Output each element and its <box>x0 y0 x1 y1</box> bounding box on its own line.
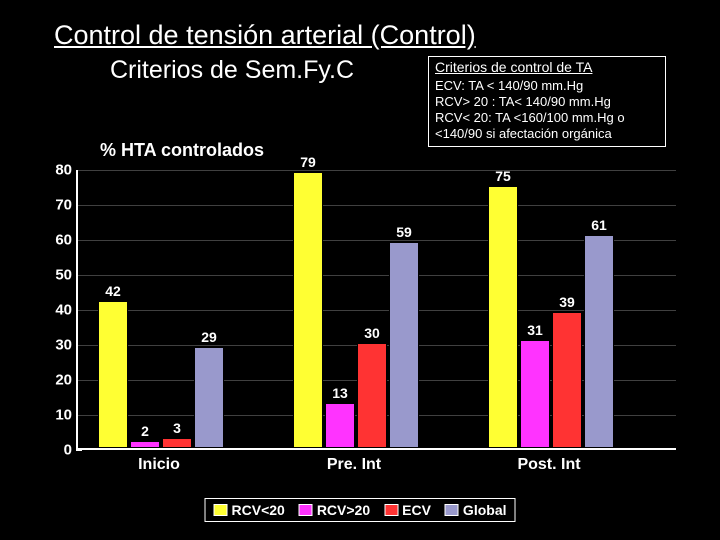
bar-RCV>20 <box>130 441 160 448</box>
legend-swatch <box>299 504 313 516</box>
bar-Global <box>584 235 614 449</box>
bar-Global <box>389 242 419 449</box>
bar-value: 2 <box>141 423 149 439</box>
y-axis: 01020304050607080 <box>36 170 76 450</box>
y-tick: 70 <box>55 197 72 214</box>
legend-label: ECV <box>402 502 431 518</box>
bar-value: 75 <box>495 168 511 184</box>
bar-ECV <box>162 438 192 449</box>
y-tick: 40 <box>55 302 72 319</box>
bar-RCV<20 <box>98 301 128 448</box>
bar-value: 31 <box>527 322 543 338</box>
chart: 01020304050607080 4223297913305975313961… <box>36 170 676 488</box>
legend-item: RCV>20 <box>299 502 370 518</box>
bar-value: 3 <box>173 420 181 436</box>
bar-value: 79 <box>300 154 316 170</box>
legend-label: RCV<20 <box>232 502 285 518</box>
x-label: Inicio <box>96 456 222 474</box>
legend-label: Global <box>463 502 507 518</box>
criteria-line: ECV: TA < 140/90 mm.Hg <box>435 78 659 94</box>
legend-item: ECV <box>384 502 431 518</box>
criteria-title: Criterios de control de TA <box>435 59 659 77</box>
bar-RCV<20 <box>488 186 518 449</box>
bar-Global <box>194 347 224 449</box>
criteria-box: Criterios de control de TA ECV: TA < 140… <box>428 56 666 147</box>
bar-value: 30 <box>364 325 380 341</box>
page-subtitle: Criterios de Sem.Fy.C <box>110 56 354 85</box>
bar-value: 13 <box>332 385 348 401</box>
page-title: Control de tensión arterial (Control) <box>54 20 476 51</box>
criteria-line: RCV> 20 : TA< 140/90 mm.Hg <box>435 94 659 110</box>
criteria-line: RCV< 20: TA <160/100 mm.Hg o <140/90 si … <box>435 110 659 143</box>
legend-swatch <box>214 504 228 516</box>
bar-RCV<20 <box>293 172 323 449</box>
y-tick: 30 <box>55 337 72 354</box>
y-tick: 10 <box>55 407 72 424</box>
legend: RCV<20 RCV>20 ECV Global <box>205 498 516 522</box>
x-label: Post. Int <box>486 456 612 474</box>
legend-item: RCV<20 <box>214 502 285 518</box>
y-tick: 60 <box>55 232 72 249</box>
bar-value: 29 <box>201 329 217 345</box>
plot-area: 4223297913305975313961 <box>76 170 676 450</box>
y-tick: 50 <box>55 267 72 284</box>
legend-swatch <box>384 504 398 516</box>
chart-title: % HTA controlados <box>100 140 264 161</box>
bar-value: 39 <box>559 294 575 310</box>
x-label: Pre. Int <box>291 456 417 474</box>
y-tick: 80 <box>55 162 72 179</box>
legend-label: RCV>20 <box>317 502 370 518</box>
y-tick: 20 <box>55 372 72 389</box>
y-tick: 0 <box>64 442 72 459</box>
bar-value: 42 <box>105 283 121 299</box>
legend-item: Global <box>445 502 507 518</box>
bar-ECV <box>552 312 582 449</box>
bar-RCV>20 <box>520 340 550 449</box>
bar-ECV <box>357 343 387 448</box>
legend-swatch <box>445 504 459 516</box>
bar-value: 59 <box>396 224 412 240</box>
slide: Control de tensión arterial (Control) Cr… <box>0 0 720 540</box>
bar-RCV>20 <box>325 403 355 449</box>
bar-value: 61 <box>591 217 607 233</box>
